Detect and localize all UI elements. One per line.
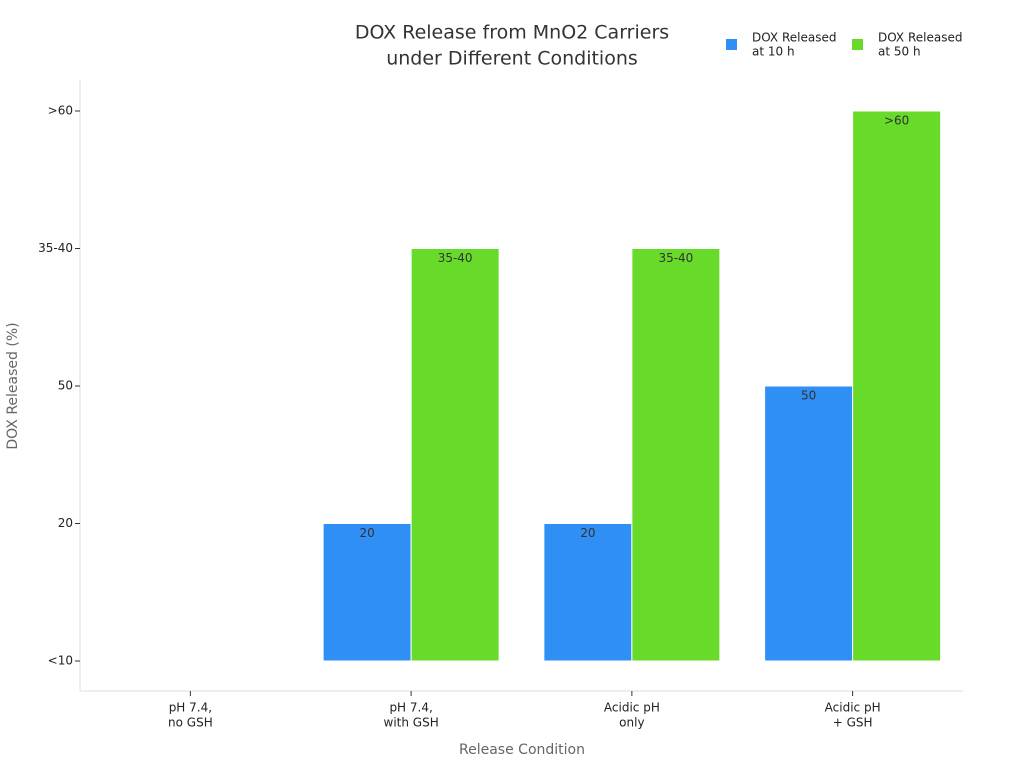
bar: [410, 248, 500, 662]
x-tick-label: only: [619, 716, 644, 730]
y-axis-title: DOX Released (%): [5, 322, 21, 449]
legend-swatch: [852, 39, 863, 50]
value-label: 20: [580, 526, 595, 540]
legend-label: at 50 h: [878, 45, 921, 59]
value-label: 50: [801, 389, 816, 403]
y-tick-label: >60: [48, 104, 73, 118]
x-tick-label: no GSH: [168, 716, 213, 730]
bar: [764, 385, 854, 662]
x-axis-title: Release Condition: [459, 742, 585, 758]
legend-label: DOX Released: [878, 31, 962, 45]
y-tick-label: 35-40: [38, 241, 73, 255]
x-tick-label: pH 7.4,: [169, 701, 212, 715]
x-tick-label: with GSH: [384, 716, 439, 730]
y-tick-label: 50: [58, 379, 73, 393]
x-tick-label: pH 7.4,: [389, 701, 432, 715]
y-tick-label: <10: [48, 654, 73, 668]
chart-title: under Different Conditions: [386, 48, 638, 70]
chart-title: DOX Release from MnO2 Carriers: [355, 22, 669, 44]
legend-label: DOX Released: [752, 31, 836, 45]
value-label: 20: [359, 526, 374, 540]
legend-swatch: [726, 39, 737, 50]
y-tick-label: 20: [58, 516, 73, 530]
bar: [631, 248, 721, 662]
value-label: >60: [884, 114, 909, 128]
bar: [322, 523, 412, 662]
bar: [852, 110, 942, 662]
x-tick-label: + GSH: [833, 716, 873, 730]
bar: [543, 523, 633, 662]
x-tick-label: Acidic pH: [604, 701, 660, 715]
legend-label: at 10 h: [752, 45, 795, 59]
value-label: 35-40: [438, 251, 473, 265]
x-tick-label: Acidic pH: [825, 701, 881, 715]
value-label: 35-40: [658, 251, 693, 265]
